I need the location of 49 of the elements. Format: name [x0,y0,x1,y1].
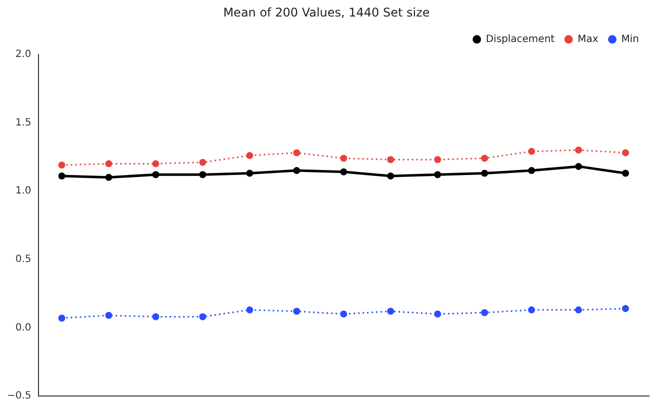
y-tick-label: −0.5 [6,390,32,402]
point [575,306,582,314]
y-tick-label: 2.0 [15,48,32,60]
point [105,174,112,181]
point [246,152,254,160]
point [152,313,160,320]
point [434,156,442,164]
point [293,149,300,156]
point [575,162,582,170]
y-tick-label: 0.0 [15,322,32,334]
point [528,306,536,314]
point [528,148,536,155]
point [622,170,630,177]
point [152,160,160,168]
point [58,172,66,180]
point [199,313,206,320]
point [481,170,488,177]
point [387,156,394,164]
point [622,305,630,312]
y-tick-label: 1.0 [15,186,32,197]
legend-label: Min [621,34,640,45]
point [105,312,112,319]
point [340,310,348,318]
point [622,149,630,156]
legend-label: Max [578,34,598,45]
point [340,154,348,162]
point [199,171,206,178]
point [481,309,488,316]
point [152,171,160,178]
point [387,308,394,315]
y-tick-label: 0.5 [15,254,32,265]
point [575,146,582,154]
point [105,160,112,168]
point [246,306,254,314]
point [387,172,394,180]
point [58,314,66,322]
point [340,168,348,176]
point [58,162,66,169]
point [199,158,206,166]
point [528,167,536,174]
chart-title: Mean of 200 Values, 1440 Set size [223,5,430,20]
point [434,171,442,178]
point [434,310,442,318]
point [246,170,254,177]
point [293,308,300,315]
legend-label: Displacement [486,34,555,45]
point [293,167,300,174]
y-tick-label: 1.5 [15,117,32,128]
point [481,154,488,162]
